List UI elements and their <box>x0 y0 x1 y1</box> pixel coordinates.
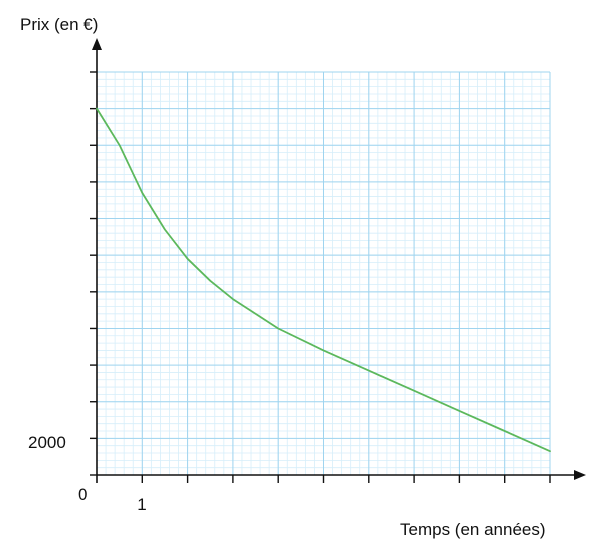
x-tick-label-1: 1 <box>137 495 146 514</box>
axis-ticks <box>90 71 551 483</box>
y-axis-arrow <box>92 38 102 50</box>
origin-label: 0 <box>78 485 87 504</box>
y-tick-label-2000: 2000 <box>28 433 66 452</box>
x-axis-arrow <box>574 470 586 480</box>
grid-major-lines <box>96 71 551 476</box>
x-axis-label: Temps (en années) <box>400 520 546 539</box>
series-line-price <box>96 107 551 453</box>
y-axis-label: Prix (en €) <box>20 15 98 34</box>
